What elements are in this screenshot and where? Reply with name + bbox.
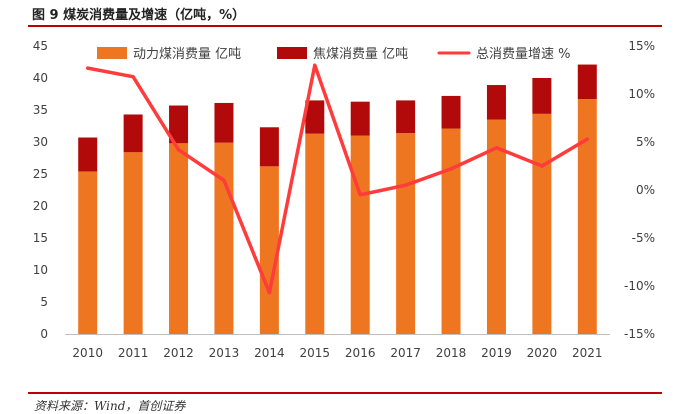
x-tick-label: 2018 bbox=[436, 346, 467, 360]
x-tick-label: 2015 bbox=[300, 346, 331, 360]
bar-coking-2013 bbox=[214, 102, 234, 143]
x-tick-label: 2013 bbox=[209, 346, 240, 360]
growth-point-2010 bbox=[86, 66, 90, 70]
caption-rule bbox=[28, 25, 662, 27]
bar-power-2011 bbox=[123, 152, 143, 334]
bar-power-2012 bbox=[169, 143, 189, 334]
x-tick-label: 2019 bbox=[481, 346, 512, 360]
legend-label-power: 动力煤消费量 亿吨 bbox=[133, 47, 241, 62]
legend-label-growth: 总消费量增速 % bbox=[476, 47, 571, 62]
bar-power-2019 bbox=[486, 119, 506, 334]
bar-power-2018 bbox=[441, 128, 461, 334]
x-tick-label: 2012 bbox=[163, 346, 194, 360]
bar-coking-2010 bbox=[78, 137, 98, 172]
bar-coking-2019 bbox=[486, 85, 506, 120]
y-left-tick-label: 15 bbox=[33, 231, 48, 245]
x-tick-label: 2020 bbox=[527, 346, 558, 360]
bar-coking-2014 bbox=[259, 127, 279, 167]
source-rule bbox=[28, 392, 662, 394]
bar-power-2015 bbox=[305, 133, 325, 334]
growth-point-2011 bbox=[131, 75, 135, 79]
bars-group bbox=[78, 64, 597, 335]
bar-coking-2012 bbox=[169, 105, 189, 144]
bar-power-2016 bbox=[350, 135, 370, 334]
y-right-tick-label: -5% bbox=[632, 231, 655, 245]
bar-coking-2018 bbox=[441, 95, 461, 129]
y-left-tick-label: 40 bbox=[33, 71, 48, 85]
growth-point-2016 bbox=[358, 193, 362, 197]
x-tick-label: 2016 bbox=[345, 346, 376, 360]
growth-point-2021 bbox=[585, 137, 589, 141]
x-tick-label: 2011 bbox=[118, 346, 149, 360]
legend-label-coking: 焦煤消费量 亿吨 bbox=[313, 47, 408, 62]
y-right-tick-label: 0% bbox=[636, 183, 655, 197]
growth-line bbox=[85, 63, 590, 295]
bar-coking-2011 bbox=[123, 114, 143, 153]
growth-point-2018 bbox=[449, 167, 453, 171]
y-left-tick-label: 10 bbox=[33, 263, 48, 277]
bar-power-2017 bbox=[396, 133, 416, 334]
y-right-tick-label: 5% bbox=[636, 135, 655, 149]
legend-swatch-coking bbox=[277, 47, 307, 59]
x-tick-label: 2014 bbox=[254, 346, 285, 360]
growth-point-2012 bbox=[177, 148, 181, 152]
y-left-tick-label: 35 bbox=[33, 103, 48, 117]
source-note: 资料来源：Wind，首创证券 bbox=[34, 399, 186, 413]
y-right-tick-label: -15% bbox=[624, 327, 655, 341]
x-tick-label: 2021 bbox=[572, 346, 603, 360]
axes-group: 0 5 10 15 20 25 30 35 40 45 -15% -10% -5% 0% 5% 10% 15% 2… bbox=[33, 39, 655, 360]
x-tick-label: 2010 bbox=[72, 346, 103, 360]
growth-point-2017 bbox=[404, 183, 408, 187]
bar-coking-2017 bbox=[396, 100, 416, 134]
bar-coking-2021 bbox=[577, 64, 597, 100]
bar-power-2021 bbox=[577, 99, 597, 335]
bar-power-2020 bbox=[532, 113, 552, 334]
y-left-tick-label: 30 bbox=[33, 135, 48, 149]
legend-swatch-power bbox=[97, 47, 127, 59]
figure-caption: 图 9 煤炭消费量及增速（亿吨，%） bbox=[32, 8, 246, 23]
growth-point-2020 bbox=[540, 164, 544, 168]
y-left-tick-label: 45 bbox=[33, 39, 48, 53]
bar-power-2010 bbox=[78, 171, 98, 334]
bar-power-2014 bbox=[259, 166, 279, 334]
x-tick-label: 2017 bbox=[390, 346, 421, 360]
bar-coking-2015 bbox=[305, 100, 325, 134]
legend: 动力煤消费量 亿吨 焦煤消费量 亿吨 总消费量增速 % bbox=[97, 47, 571, 62]
growth-point-2015 bbox=[313, 63, 317, 67]
y-right-tick-label: 15% bbox=[628, 39, 655, 53]
y-left-tick-label: 0 bbox=[40, 327, 48, 341]
growth-point-2019 bbox=[494, 146, 498, 150]
growth-line-group bbox=[85, 63, 590, 295]
y-right-tick-label: -10% bbox=[624, 279, 655, 293]
bar-coking-2016 bbox=[350, 101, 370, 136]
y-left-tick-label: 20 bbox=[33, 199, 48, 213]
y-left-tick-label: 25 bbox=[33, 167, 48, 181]
growth-point-2013 bbox=[222, 178, 226, 182]
bar-power-2013 bbox=[214, 142, 234, 334]
y-right-tick-label: 10% bbox=[628, 87, 655, 101]
growth-point-2014 bbox=[267, 291, 271, 295]
y-left-tick-label: 5 bbox=[40, 295, 48, 309]
bar-coking-2020 bbox=[532, 78, 552, 114]
